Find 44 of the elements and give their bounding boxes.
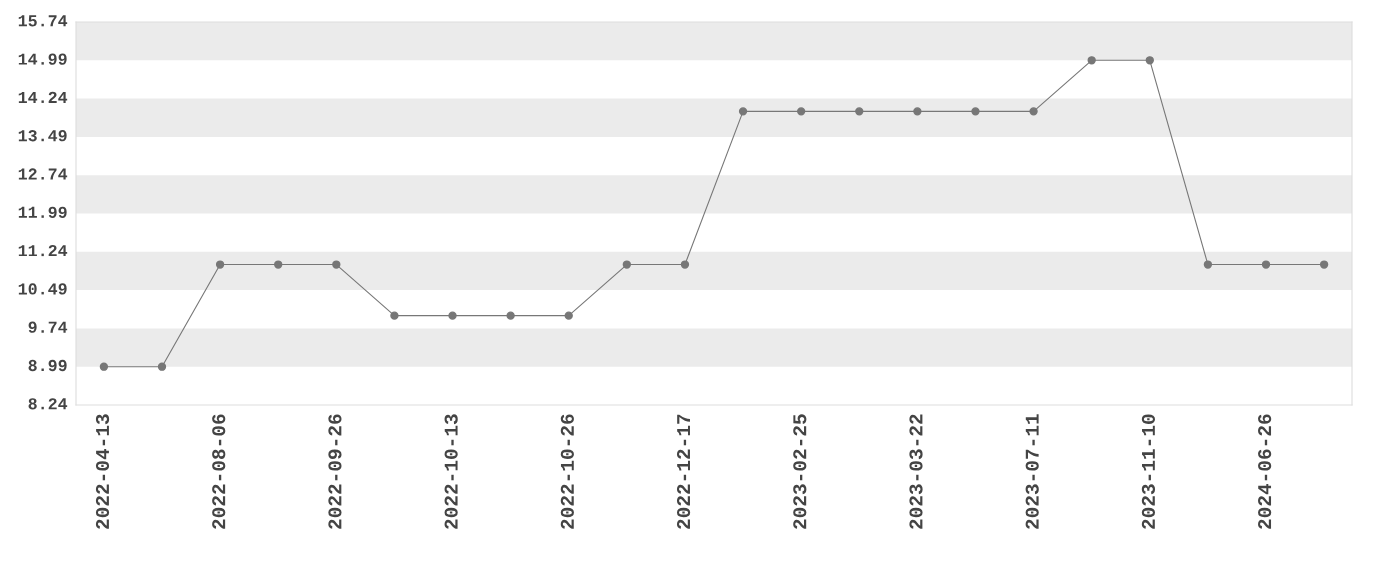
point (738, 107, 748, 116)
point (1029, 107, 1038, 116)
point (622, 260, 632, 269)
point (1145, 56, 1154, 65)
point (506, 311, 515, 320)
x-tick-label: 2022-04-13 (95, 414, 110, 529)
point (913, 107, 922, 116)
x-tick-label: 2022-09-26 (328, 414, 342, 529)
y-tick-label: 8.24 (28, 398, 68, 410)
point (332, 260, 341, 269)
point (274, 260, 283, 269)
x-tick-label: 2022-10-13 (444, 414, 458, 529)
y-tick-label: 14.24 (18, 91, 68, 103)
point (1261, 260, 1271, 269)
point (215, 260, 225, 269)
point (680, 260, 690, 269)
y-tick-label: 11.99 (18, 206, 67, 218)
x-tick-label: 2023-03-22 (909, 414, 923, 529)
x-tick-label: 2023-11-10 (1141, 414, 1156, 529)
y-tick-label: 13.49 (18, 130, 67, 142)
x-tick-label: 2023-02-25 (793, 414, 807, 529)
x-tick-label: 2022-08-06 (212, 414, 226, 529)
y-tick-label: 11.24 (18, 244, 68, 257)
y-tick-label: 8.99 (28, 359, 67, 372)
x-tick-label: 2022-12-17 (676, 414, 691, 529)
point (855, 107, 864, 116)
y-tick-label: 14.99 (18, 53, 67, 65)
x-tick-label: 2022-10-26 (560, 414, 574, 529)
point (1319, 260, 1329, 269)
point (796, 107, 806, 116)
point (99, 362, 109, 371)
point (157, 362, 167, 371)
y-tick-label: 10.49 (18, 283, 67, 295)
x-tick-label: 2024-06-26 (1258, 414, 1272, 529)
point (1203, 260, 1213, 269)
point (390, 311, 399, 320)
point (564, 311, 573, 320)
y-tick-label: 12.74 (18, 168, 68, 180)
point (971, 107, 980, 116)
point (1087, 56, 1096, 65)
point (448, 311, 457, 320)
y-tick-label: 15.74 (18, 15, 68, 27)
y-tick-label: 9.74 (28, 321, 68, 333)
x-tick-label: 2023-07-11 (1025, 414, 1039, 529)
